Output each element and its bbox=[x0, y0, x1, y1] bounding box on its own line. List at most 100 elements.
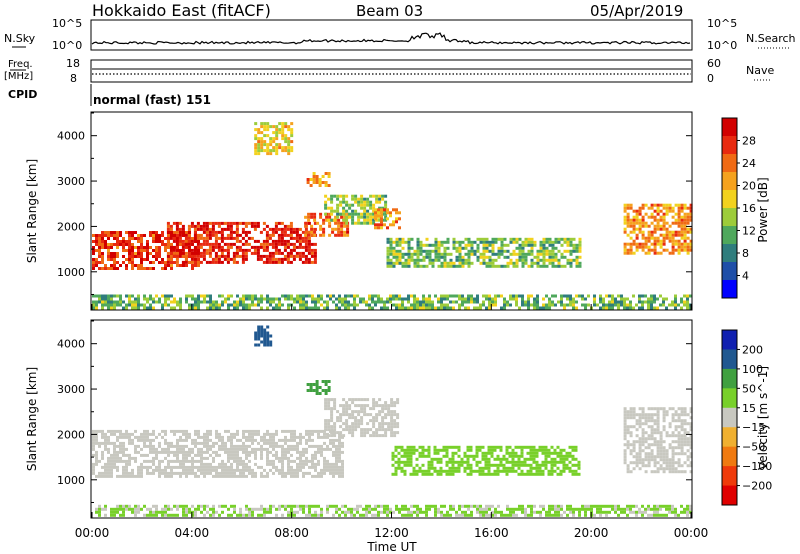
power-cell bbox=[363, 221, 367, 225]
velocity-cell bbox=[448, 469, 452, 473]
velocity-cell bbox=[490, 451, 494, 455]
power-cell bbox=[146, 255, 149, 258]
power-cell bbox=[434, 249, 438, 253]
velocity-cell bbox=[140, 507, 143, 511]
power-cell bbox=[122, 300, 125, 304]
velocity-cell bbox=[242, 468, 245, 472]
power-cell bbox=[500, 294, 503, 298]
power-cell bbox=[101, 240, 104, 243]
velocity-cell bbox=[335, 462, 338, 466]
velocity-cell bbox=[230, 432, 233, 436]
power-cell bbox=[247, 236, 251, 240]
power-cell bbox=[342, 200, 346, 204]
velocity-cell bbox=[665, 449, 669, 453]
power-cell bbox=[307, 257, 311, 261]
power-cell bbox=[476, 297, 479, 301]
velocity-cell bbox=[378, 422, 382, 426]
velocity-cell bbox=[230, 444, 233, 448]
velocity-cell bbox=[493, 457, 497, 461]
power-cell bbox=[318, 184, 322, 187]
velocity-cell bbox=[206, 441, 209, 445]
velocity-cell bbox=[317, 513, 320, 517]
x-tick-label: 16:00 bbox=[474, 526, 509, 540]
velocity-cell bbox=[656, 461, 660, 465]
power-cell bbox=[107, 252, 110, 255]
power-cell bbox=[354, 194, 358, 198]
velocity-cell bbox=[647, 513, 650, 517]
velocity-cell bbox=[611, 507, 614, 511]
velocity-cell bbox=[203, 504, 206, 508]
power-cell bbox=[202, 230, 206, 234]
velocity-cell bbox=[119, 507, 122, 511]
velocity-cell bbox=[638, 440, 642, 444]
power-cell bbox=[293, 306, 296, 310]
power-cell bbox=[395, 255, 399, 259]
velocity-cell bbox=[415, 463, 419, 467]
power-cell bbox=[187, 242, 191, 246]
velocity-cell bbox=[554, 510, 557, 514]
power-cell bbox=[161, 240, 164, 243]
power-cell bbox=[101, 252, 104, 255]
power-cell bbox=[494, 237, 498, 241]
velocity-cell bbox=[341, 465, 344, 469]
power-cell bbox=[542, 249, 546, 253]
velocity-cell bbox=[439, 448, 443, 452]
velocity-cell bbox=[360, 422, 364, 426]
velocity-cell bbox=[524, 510, 527, 514]
power-cell bbox=[665, 306, 668, 310]
velocity-cell bbox=[323, 462, 326, 466]
velocity-cell bbox=[680, 407, 684, 411]
power-cell bbox=[659, 242, 663, 246]
velocity-cell bbox=[497, 504, 500, 508]
power-cell bbox=[413, 297, 416, 301]
velocity-cell bbox=[647, 407, 651, 411]
velocity-cell bbox=[668, 507, 671, 511]
velocity-cell bbox=[326, 510, 329, 514]
velocity-cell bbox=[185, 510, 188, 514]
velocity-cell bbox=[390, 422, 394, 426]
power-cell bbox=[357, 221, 361, 225]
power-cell bbox=[653, 203, 657, 207]
velocity-cell bbox=[281, 465, 284, 469]
velocity-cell bbox=[233, 444, 236, 448]
velocity-cell bbox=[683, 507, 686, 511]
velocity-cell bbox=[626, 416, 630, 420]
power-cell bbox=[458, 303, 461, 307]
power-cell bbox=[572, 246, 576, 250]
colorbar-tick-label: 16 bbox=[742, 202, 756, 215]
power-cell bbox=[608, 300, 611, 304]
velocity-cell bbox=[665, 431, 669, 435]
velocity-cell bbox=[360, 407, 364, 411]
velocity-cell bbox=[439, 472, 443, 476]
velocity-cell bbox=[466, 472, 470, 476]
power-cell bbox=[140, 237, 143, 240]
power-cell bbox=[340, 215, 344, 219]
velocity-cell bbox=[342, 422, 346, 426]
power-cell bbox=[178, 233, 182, 237]
velocity-cell bbox=[427, 445, 431, 449]
power-cell bbox=[152, 300, 155, 304]
power-cell bbox=[161, 261, 164, 264]
power-cell bbox=[632, 218, 636, 222]
power-cell bbox=[140, 240, 143, 243]
velocity-cell bbox=[272, 432, 275, 436]
power-cell bbox=[336, 212, 340, 216]
power-cell bbox=[197, 264, 200, 267]
power-cell bbox=[92, 246, 95, 249]
velocity-cell bbox=[338, 450, 341, 454]
velocity-cell bbox=[113, 447, 116, 451]
power-cell bbox=[372, 221, 376, 225]
velocity-cell bbox=[487, 451, 491, 455]
power-cell bbox=[274, 242, 278, 246]
power-cell bbox=[536, 300, 539, 304]
power-cell bbox=[158, 234, 161, 237]
power-cell bbox=[310, 242, 314, 246]
velocity-cell bbox=[542, 504, 545, 508]
velocity-cell bbox=[351, 425, 355, 429]
velocity-cell bbox=[686, 455, 690, 459]
power-cell bbox=[530, 264, 534, 268]
velocity-cell bbox=[434, 510, 437, 514]
velocity-cell bbox=[350, 513, 353, 517]
power-cell bbox=[214, 251, 218, 255]
power-cell bbox=[277, 251, 281, 255]
